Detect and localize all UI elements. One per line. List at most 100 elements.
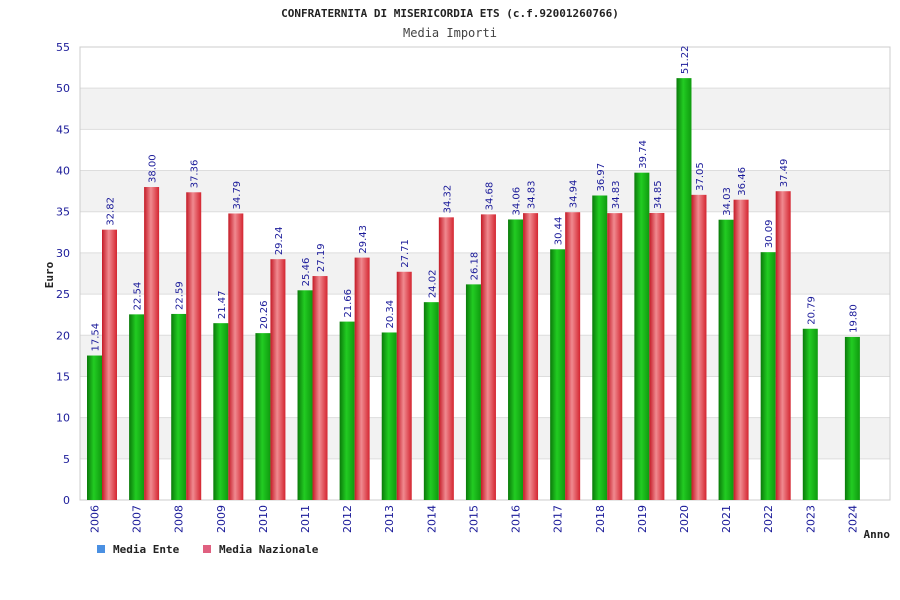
data-label-ente: 19.80 bbox=[848, 304, 859, 333]
data-label-nazionale: 37.49 bbox=[779, 159, 790, 188]
data-label-ente: 30.44 bbox=[554, 217, 565, 246]
bar-media-ente bbox=[465, 284, 481, 500]
bar-media-nazionale bbox=[438, 217, 454, 500]
x-axis-ticks: 2006 2007 2008 2009 2010 2011 2012 2013 2014 2015… bbox=[89, 505, 860, 533]
data-label-nazionale: 34.83 bbox=[611, 180, 622, 209]
y-tick-label: 40 bbox=[56, 165, 70, 178]
data-label-nazionale: 34.83 bbox=[527, 180, 538, 209]
x-tick-label: 2017 bbox=[552, 505, 565, 533]
bar-media-nazionale bbox=[396, 271, 412, 500]
legend: Media Ente Media Nazionale bbox=[97, 543, 319, 556]
bar-media-nazionale bbox=[186, 192, 202, 500]
y-tick-label: 30 bbox=[56, 247, 70, 260]
bar-media-nazionale bbox=[102, 229, 117, 500]
y-tick-label: 0 bbox=[63, 494, 70, 507]
bar-media-ente bbox=[676, 78, 692, 500]
y-tick-label: 20 bbox=[56, 329, 70, 342]
data-label-ente: 30.09 bbox=[764, 220, 775, 249]
bar-media-nazionale bbox=[649, 212, 665, 501]
data-label-nazionale: 34.32 bbox=[442, 185, 453, 214]
x-axis-label: Anno bbox=[864, 528, 891, 541]
bar-media-ente bbox=[213, 323, 229, 500]
band bbox=[80, 88, 890, 130]
bar-media-ente bbox=[760, 252, 776, 500]
data-label-ente: 36.97 bbox=[596, 163, 607, 192]
bar-media-ente bbox=[592, 195, 608, 500]
bar-media-ente bbox=[802, 328, 818, 500]
bar-media-ente bbox=[255, 333, 271, 500]
legend-label-ente: Media Ente bbox=[113, 543, 180, 556]
bar-media-nazionale bbox=[312, 276, 328, 500]
bar-media-ente bbox=[423, 302, 439, 500]
bar-media-ente bbox=[508, 219, 524, 500]
x-tick-label: 2018 bbox=[594, 505, 607, 533]
bar-media-ente bbox=[381, 332, 397, 500]
x-tick-label: 2015 bbox=[467, 505, 480, 533]
data-label-ente: 34.03 bbox=[722, 187, 733, 216]
chart-title: CONFRATERNITA DI MISERICORDIA ETS (c.f.9… bbox=[281, 7, 619, 20]
bar-media-ente bbox=[297, 290, 313, 500]
data-label-ente: 34.06 bbox=[512, 187, 523, 216]
bars bbox=[87, 78, 860, 501]
bar-media-nazionale bbox=[523, 213, 539, 501]
y-tick-label: 45 bbox=[56, 123, 70, 136]
bar-media-ente bbox=[171, 313, 187, 500]
data-label-ente: 39.74 bbox=[638, 140, 649, 169]
x-tick-label: 2024 bbox=[846, 505, 859, 533]
bar-media-nazionale bbox=[733, 199, 749, 500]
x-tick-label: 2006 bbox=[89, 505, 102, 533]
data-label-ente: 51.22 bbox=[680, 45, 691, 74]
y-tick-label: 35 bbox=[56, 206, 70, 219]
data-label-nazionale: 27.19 bbox=[316, 243, 327, 272]
data-labels: 17.54 32.82 22.54 38.00 22.59 37.36 21.47 34.79… bbox=[91, 45, 860, 351]
data-label-nazionale: 34.68 bbox=[484, 182, 495, 211]
data-label-nazionale: 34.79 bbox=[232, 181, 243, 210]
bar-media-ente bbox=[634, 172, 650, 501]
y-tick-label: 50 bbox=[56, 82, 70, 95]
bar-media-nazionale bbox=[565, 212, 581, 501]
data-label-nazionale: 29.43 bbox=[358, 225, 369, 254]
bar-media-ente bbox=[339, 321, 355, 500]
x-tick-label: 2008 bbox=[173, 505, 186, 533]
chart-subtitle: Media Importi bbox=[403, 26, 497, 40]
x-tick-label: 2020 bbox=[678, 505, 691, 533]
y-axis-ticks: 0 5 10 15 20 25 30 35 40 45 50 55 bbox=[56, 41, 70, 507]
data-label-ente: 25.46 bbox=[301, 258, 312, 287]
bar-media-nazionale bbox=[607, 213, 623, 501]
bar-media-nazionale bbox=[691, 194, 707, 501]
y-axis-label: Euro bbox=[43, 261, 56, 288]
x-tick-label: 2016 bbox=[510, 505, 523, 533]
x-tick-label: 2011 bbox=[299, 505, 312, 533]
bar-media-ente bbox=[129, 314, 145, 500]
x-tick-label: 2021 bbox=[720, 505, 733, 533]
x-tick-label: 2023 bbox=[804, 505, 817, 533]
data-label-nazionale: 37.05 bbox=[695, 162, 706, 191]
y-tick-label: 5 bbox=[63, 453, 70, 466]
data-label-ente: 17.54 bbox=[91, 323, 102, 352]
legend-swatch-nazionale bbox=[203, 545, 211, 553]
x-tick-label: 2010 bbox=[257, 505, 270, 533]
data-label-ente: 20.34 bbox=[385, 300, 396, 329]
data-label-nazionale: 34.94 bbox=[569, 180, 580, 209]
bar-media-nazionale bbox=[228, 213, 244, 500]
data-label-ente: 24.02 bbox=[427, 270, 438, 299]
y-tick-label: 15 bbox=[56, 370, 70, 383]
data-label-ente: 20.26 bbox=[259, 300, 270, 329]
data-label-ente: 20.79 bbox=[806, 296, 817, 325]
data-label-nazionale: 32.82 bbox=[106, 197, 117, 226]
x-tick-label: 2019 bbox=[636, 505, 649, 533]
data-label-nazionale: 37.36 bbox=[190, 160, 201, 189]
bar-media-ente bbox=[87, 355, 102, 500]
bar-media-ente bbox=[550, 249, 566, 500]
bar-media-nazionale bbox=[270, 259, 286, 500]
x-tick-label: 2013 bbox=[383, 505, 396, 533]
bar-media-nazionale bbox=[775, 191, 791, 500]
bar-media-ente bbox=[844, 336, 860, 500]
x-tick-label: 2014 bbox=[425, 505, 438, 533]
bar-media-ente bbox=[718, 219, 734, 500]
bar-media-nazionale bbox=[144, 187, 160, 500]
x-tick-label: 2007 bbox=[131, 505, 144, 533]
data-label-ente: 21.66 bbox=[343, 289, 354, 318]
x-tick-label: 2009 bbox=[215, 505, 228, 533]
